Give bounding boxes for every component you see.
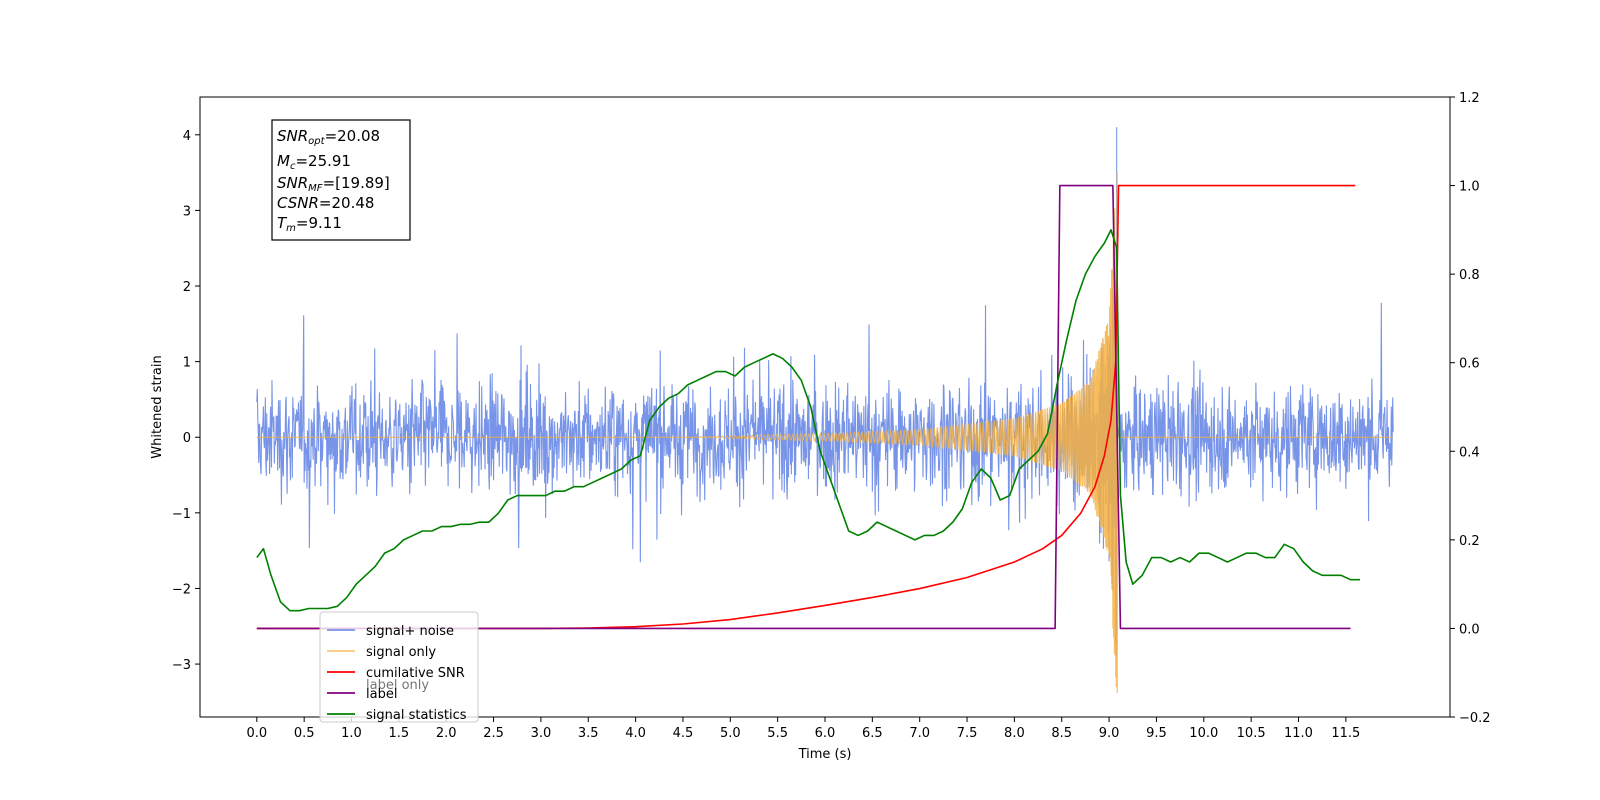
x-tick-label: 11.5	[1331, 726, 1360, 741]
mc-stat: Mc=25.91	[277, 152, 351, 172]
x-tick-label: 9.5	[1146, 726, 1167, 741]
x-tick-label: 5.0	[720, 726, 741, 741]
x-tick-label: 4.0	[625, 726, 646, 741]
x-tick-label: 2.0	[436, 726, 457, 741]
y-tick-label-left: 1	[183, 356, 191, 371]
x-tick-label: 3.5	[578, 726, 599, 741]
x-tick-label: 7.0	[909, 726, 930, 741]
y-tick-label-right: 0.6	[1459, 357, 1480, 372]
y-tick-label-left: −3	[172, 658, 191, 673]
y-tick-label-left: 0	[183, 431, 191, 446]
series-cumulative-snr	[256, 184, 1356, 630]
y-axis-right: 1.2 1.0 0.8 0.6 0.4 0.2 0.0 −0.2	[1450, 91, 1491, 726]
x-axis: 0.0 0.5 1.0 1.5 2.0 2.5 3.0 3.5 4.0 4.5 5.0 5.5 6.0 6…	[246, 717, 1360, 741]
snr-mf-stat: SNRMF=[19.89]	[277, 174, 390, 194]
y-tick-label-right: 1.0	[1459, 180, 1480, 195]
x-tick-label: 8.5	[1051, 726, 1072, 741]
tm-stat: Tm=9.11	[277, 214, 342, 234]
x-tick-label: 2.5	[483, 726, 504, 741]
x-tick-label: 10.0	[1189, 726, 1218, 741]
legend-entry: signal statistics	[366, 708, 467, 723]
legend-entry: label	[366, 687, 397, 702]
y-tick-label-right: 0.2	[1459, 534, 1480, 549]
y-tick-label-left: 2	[183, 280, 191, 295]
legend: label only signal+ noise signal only cumil…	[319, 611, 479, 723]
y-tick-label-left: 4	[183, 129, 191, 144]
x-tick-label: 1.0	[341, 726, 362, 741]
x-axis-label: Time (s)	[798, 747, 852, 762]
x-tick-label: 6.0	[815, 726, 836, 741]
x-tick-label: 5.5	[767, 726, 788, 741]
legend-hidden-text: label only	[366, 678, 429, 693]
y-tick-label-left: 3	[183, 204, 191, 219]
series-label	[256, 184, 1351, 630]
x-tick-label: 8.0	[1004, 726, 1025, 741]
x-tick-label: 11.0	[1284, 726, 1313, 741]
series-signal-statistics	[256, 229, 1361, 612]
x-tick-label: 7.5	[957, 726, 978, 741]
x-tick-label: 9.0	[1099, 726, 1120, 741]
stats-box-frame	[271, 119, 411, 241]
series-layer	[256, 127, 1394, 693]
x-tick-label: 6.5	[862, 726, 883, 741]
legend-entry: cumilative SNR	[366, 666, 465, 681]
x-tick-label: 1.5	[389, 726, 410, 741]
y-axis-label: Whitened strain	[150, 355, 165, 458]
x-tick-label: 3.0	[531, 726, 552, 741]
snr-opt-stat: SNRopt=20.08	[277, 127, 380, 147]
x-tick-label: 4.5	[673, 726, 694, 741]
legend-entry: signal+ noise	[366, 624, 454, 639]
x-tick-label: 0.5	[294, 726, 315, 741]
y-tick-label-right: 1.2	[1459, 91, 1480, 106]
y-tick-label-right: −0.2	[1459, 711, 1491, 726]
y-tick-label-right: 0.4	[1459, 445, 1480, 460]
y-tick-label-left: −2	[172, 582, 191, 597]
legend-entry: signal only	[366, 645, 436, 660]
legend-frame	[319, 611, 479, 723]
x-tick-label: 0.0	[246, 726, 267, 741]
stats-box: SNRopt=20.08 Mc=25.91 SNRMF=[19.89] CSNR…	[271, 119, 411, 241]
x-tick-label: 10.5	[1237, 726, 1266, 741]
y-tick-label-right: 0.0	[1459, 622, 1480, 637]
y-axis-left: 4 3 2 1 0 −1 −2 −3	[172, 129, 200, 673]
y-tick-label-right: 0.8	[1459, 268, 1480, 283]
csnr-stat: CSNR=20.48	[277, 194, 374, 212]
y-tick-label-left: −1	[172, 507, 191, 522]
